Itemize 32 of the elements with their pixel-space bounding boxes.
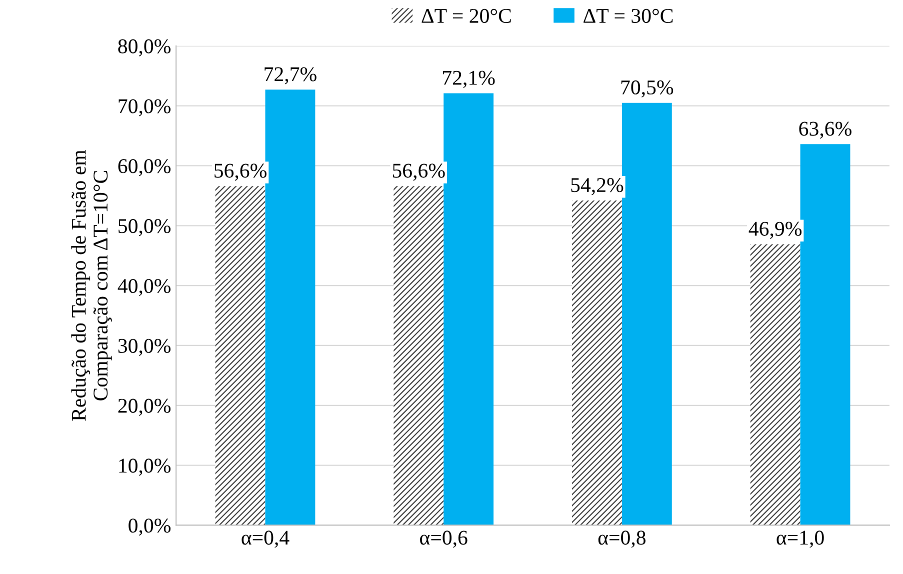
bar — [622, 102, 672, 526]
data-label: 72,1% — [443, 70, 495, 88]
data-label: 56,6% — [214, 164, 266, 181]
data-label: 56,6% — [392, 164, 445, 181]
data-label: 72,7% — [264, 67, 316, 84]
bar — [394, 186, 444, 526]
bar — [572, 200, 622, 526]
data-label: 46,9% — [748, 222, 802, 239]
bar — [444, 93, 494, 526]
y-tick-label: 30,0% — [118, 338, 171, 356]
legend-label: ΔT = 20°C — [422, 8, 511, 23]
bar — [265, 90, 316, 526]
y-tick-label: 0,0% — [128, 518, 171, 536]
x-tick-label: α=0,8 — [598, 530, 646, 548]
x-tick-label: α=0,4 — [242, 530, 290, 548]
y-tick-label: 10,0% — [119, 458, 171, 476]
bar — [750, 244, 800, 526]
y-tick-label: 20,0% — [118, 398, 171, 416]
x-tick-label: α=1,0 — [776, 530, 824, 548]
y-tick-label: 70,0% — [118, 99, 171, 116]
data-label: 70,5% — [621, 80, 674, 98]
y-tick-label: 40,0% — [118, 278, 171, 296]
data-label: 63,6% — [799, 122, 852, 139]
y-tick-label: 50,0% — [118, 219, 171, 236]
legend-label: ΔT = 30°C — [584, 8, 673, 23]
bar — [800, 144, 850, 526]
y-axis-title: Redução do Tempo de Fusão em Comparação com ΔT=10°C — [71, 150, 112, 421]
x-tick-label: α=0,6 — [420, 530, 468, 548]
data-label: 54,2% — [571, 178, 624, 196]
bar — [215, 186, 266, 526]
y-tick-label: 80,0% — [118, 39, 171, 56]
y-tick-label: 60,0% — [118, 159, 171, 176]
